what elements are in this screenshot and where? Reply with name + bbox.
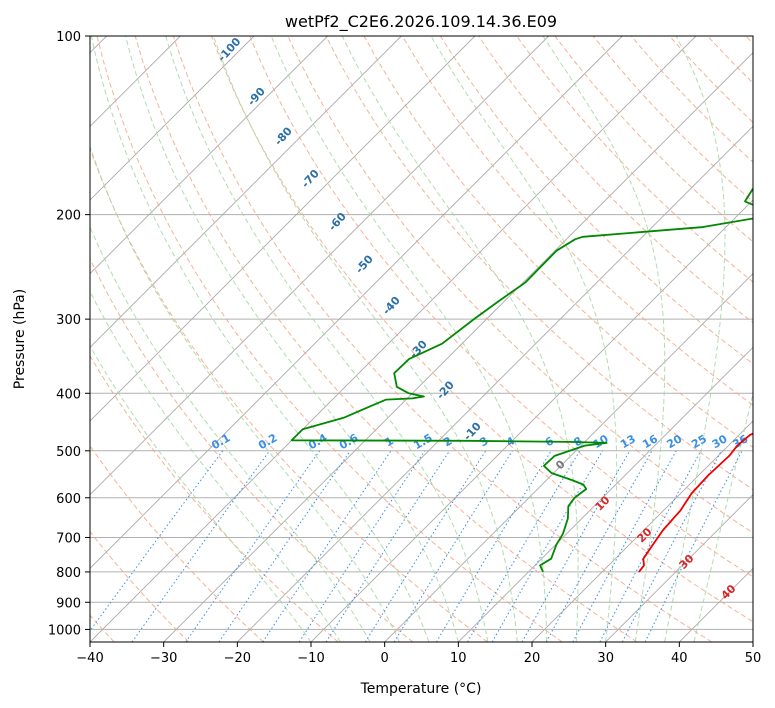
dry-adiabat-line — [439, 36, 753, 365]
dry-adiabat-line — [172, 36, 712, 642]
isotherm-line — [90, 36, 255, 201]
mixing-ratio-line — [599, 450, 702, 642]
dry-adiabat-line — [325, 36, 753, 491]
x-tick-label: 30 — [597, 651, 614, 666]
mixing-ratio-line — [545, 450, 653, 642]
y-tick-label: 700 — [56, 532, 81, 547]
mixing-ratio-line — [435, 450, 552, 642]
y-tick-label: 100 — [56, 30, 81, 45]
dry-adiabat-line — [90, 147, 488, 642]
isotherm-line — [237, 125, 753, 642]
temperature-profile-line — [638, 432, 753, 573]
mixing-ratio-line — [521, 450, 631, 642]
mixing-ratio-line — [572, 450, 677, 642]
dry-adiabat-line — [401, 36, 753, 406]
moist-adiabat-line — [693, 391, 753, 642]
isotherm-line — [90, 36, 476, 422]
dry-adiabat-line — [90, 354, 339, 642]
mixing-ratio-line — [90, 450, 224, 632]
x-tick-label: −20 — [224, 651, 251, 666]
moist-adiabat-line — [125, 36, 459, 642]
x-tick-label: 20 — [524, 651, 541, 666]
moist-adiabat-line — [430, 36, 618, 642]
moist-adiabat-line — [212, 36, 518, 642]
mixing-ratio-line — [185, 450, 321, 642]
isotherm-line — [90, 36, 549, 496]
y-tick-label: 500 — [56, 445, 81, 460]
x-tick-label: 0 — [381, 651, 389, 666]
dry-adiabat-line — [211, 36, 753, 623]
x-tick-label: −30 — [150, 651, 177, 666]
isotherm-line — [90, 36, 328, 275]
mixing-ratio-line — [325, 450, 451, 642]
moist-adiabat-line — [90, 144, 400, 642]
dry-adiabat-line — [90, 530, 190, 642]
moist-adiabat-line — [165, 36, 489, 642]
dewpoint-profile-line — [290, 186, 753, 573]
isotherm-line — [384, 273, 753, 642]
moist-adiabat-line — [90, 344, 312, 642]
dry-adiabat-line — [96, 36, 563, 642]
dry-adiabat-line — [90, 444, 264, 642]
mixing-ratio-line — [298, 450, 426, 642]
y-tick-label: 400 — [56, 387, 81, 402]
moist-adiabat-line — [341, 36, 579, 642]
y-tick-label: 200 — [56, 209, 81, 224]
chart-title: wetPf2_C2E6.2026.109.14.36.E09 — [285, 12, 557, 32]
isotherm-line — [531, 420, 753, 642]
isotherm-line — [605, 494, 753, 642]
mixing-ratio-line — [218, 450, 351, 642]
dry-adiabat-line — [90, 257, 414, 642]
moist-adiabat-line — [542, 36, 666, 642]
x-tick-label: 50 — [745, 651, 762, 666]
dry-adiabat-line — [516, 36, 753, 283]
x-tick-label: 40 — [671, 651, 688, 666]
x-tick-label: −40 — [76, 651, 103, 666]
isotherm-line — [90, 36, 697, 642]
isotherm-line — [90, 36, 623, 569]
moist-adiabat-line — [90, 225, 371, 642]
mixing-ratio-line — [364, 450, 487, 642]
isotherm-line — [163, 52, 753, 642]
dry-adiabat-line — [134, 36, 638, 642]
x-tick-label: −10 — [297, 651, 324, 666]
plot-frame — [89, 35, 754, 643]
y-tick-label: 1000 — [48, 623, 81, 638]
x-axis-label: Temperature (°C) — [360, 681, 482, 697]
moist-adiabat-line — [90, 290, 341, 642]
y-axis-label: Pressure (hPa) — [12, 289, 28, 389]
moist-adiabat-line — [664, 36, 726, 642]
moist-adiabat-line — [90, 36, 430, 642]
x-tick-label: 10 — [450, 651, 467, 666]
y-tick-label: 800 — [56, 566, 81, 581]
mixing-ratio-line — [262, 450, 392, 642]
mixing-ratio-line — [131, 450, 271, 642]
isotherm-line — [90, 36, 402, 348]
dry-adiabat-line — [249, 36, 753, 578]
y-tick-label: 900 — [56, 596, 81, 611]
y-tick-label: 300 — [56, 313, 81, 328]
y-tick-label: 600 — [56, 492, 81, 507]
mixing-ratio-line — [644, 450, 743, 642]
